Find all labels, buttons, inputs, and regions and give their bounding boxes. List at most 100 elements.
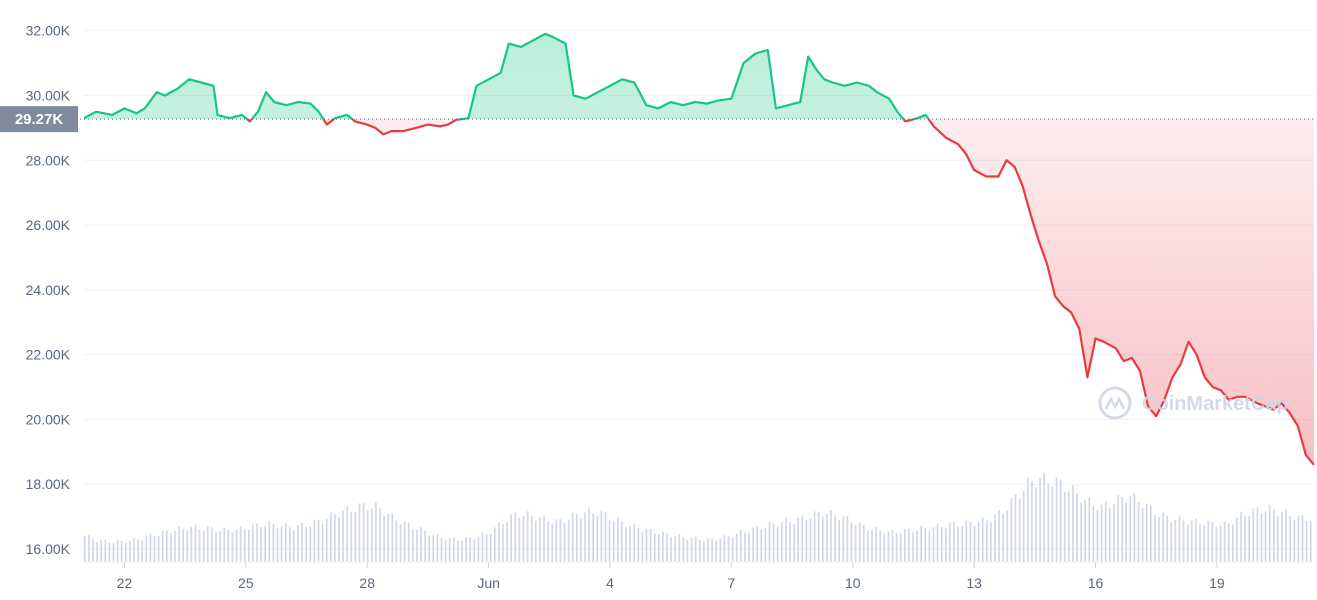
volume-bar [453, 537, 455, 562]
volume-bar [1137, 502, 1140, 562]
volume-bar [555, 519, 558, 562]
volume-bar [1022, 490, 1025, 562]
volume-bar [535, 520, 537, 562]
volume-bar [727, 536, 730, 562]
volume-bar [432, 534, 435, 562]
volume-bar [981, 517, 984, 562]
volume-bar [215, 531, 217, 562]
volume-bar [1125, 502, 1127, 562]
volume-bar [100, 539, 102, 562]
volume-bar [510, 514, 512, 562]
x-tick-label: 4 [606, 575, 614, 591]
volume-bar [1018, 498, 1021, 562]
volume-bar [1293, 520, 1296, 562]
volume-bar [887, 531, 890, 562]
volume-bar [670, 537, 672, 562]
volume-bar [879, 530, 881, 562]
volume-bar [297, 525, 299, 562]
volume-bar [231, 532, 234, 562]
volume-bar [260, 527, 262, 562]
x-tick-label: 13 [966, 575, 982, 591]
volume-bar [539, 517, 541, 562]
volume-bar [1215, 527, 1218, 562]
volume-bar [243, 529, 246, 562]
volume-bar [211, 527, 213, 562]
volume-bar [120, 540, 123, 562]
volume-bar [719, 538, 722, 562]
x-tick-label: 19 [1209, 575, 1225, 591]
volume-bar [547, 521, 549, 562]
volume-bar [354, 511, 357, 562]
area-fill-down [84, 119, 1314, 465]
volume-bar [563, 522, 566, 562]
volume-bar [506, 522, 508, 562]
volume-bar [895, 532, 898, 562]
volume-bar [317, 519, 320, 562]
volume-bar [440, 537, 443, 562]
volume-bar [1129, 496, 1132, 562]
volume-bar [391, 513, 394, 562]
volume-bar [149, 533, 152, 562]
volume-bar [629, 525, 631, 562]
volume-bar [494, 527, 496, 562]
volume-bar [662, 531, 664, 562]
volume-bar [321, 523, 324, 562]
volume-bar [543, 515, 545, 562]
x-tick-label: 28 [359, 575, 375, 591]
volume-bar [379, 508, 381, 562]
coinmarketcap-logo-icon [1098, 386, 1132, 420]
volume-bar [748, 532, 750, 562]
baseline-label: 29.27K [15, 111, 64, 128]
volume-bar [1088, 497, 1091, 562]
volume-bar [850, 522, 853, 562]
y-tick-label: 24.00K [26, 282, 71, 298]
volume-bar [1223, 521, 1226, 562]
volume-bar [822, 516, 824, 562]
volume-bar [596, 516, 599, 562]
volume-bar [153, 536, 156, 562]
volume-bar [617, 517, 619, 562]
volume-bar [965, 520, 968, 562]
volume-bar [891, 529, 894, 562]
x-tick-label: 16 [1088, 575, 1104, 591]
volume-bar [514, 512, 517, 562]
volume-bar [666, 532, 668, 562]
volume-bar [571, 512, 574, 562]
volume-bar [867, 530, 869, 562]
volume-bar [1080, 502, 1082, 562]
y-tick-label: 30.00K [26, 87, 71, 103]
volume-bar [1199, 524, 1201, 562]
x-tick-label: 7 [727, 575, 735, 591]
volume-bar [1232, 524, 1234, 562]
volume-bar [141, 540, 143, 562]
volume-bar [699, 539, 701, 562]
volume-bar [707, 538, 709, 562]
volume-bar [1068, 491, 1070, 562]
volume-bar [1051, 486, 1054, 562]
volume-bar [1010, 497, 1013, 562]
volume-bars [84, 472, 1312, 562]
volume-bar [961, 525, 963, 562]
y-tick-label: 26.00K [26, 217, 71, 233]
volume-bar [711, 538, 713, 562]
volume-bar [674, 536, 676, 562]
volume-bar [863, 525, 865, 562]
volume-bar [420, 527, 422, 562]
volume-bar [600, 510, 603, 562]
volume-bar [908, 528, 910, 562]
volume-bar [612, 520, 615, 562]
volume-bar [1273, 509, 1275, 562]
volume-bar [1100, 504, 1103, 562]
volume-bar [1236, 517, 1238, 562]
volume-bar [703, 540, 705, 562]
volume-bar [1260, 513, 1263, 562]
volume-bar [178, 526, 180, 562]
volume-bar [1219, 525, 1222, 562]
volume-bar [403, 521, 406, 562]
volume-bar [858, 522, 861, 562]
volume-bar [1109, 507, 1111, 562]
area-fill-up [84, 33, 929, 120]
volume-bar [940, 526, 943, 562]
volume-bar [641, 531, 644, 562]
volume-bar [276, 528, 279, 562]
